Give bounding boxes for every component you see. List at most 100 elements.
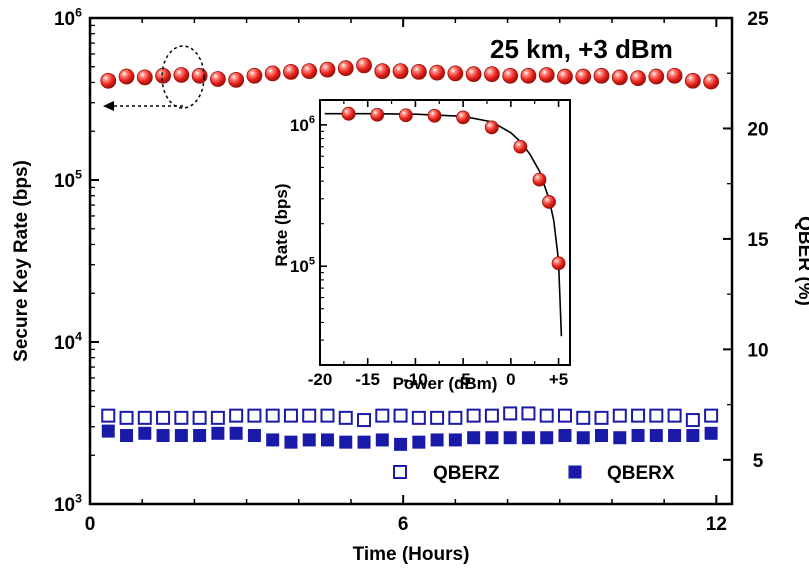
qberz-point: [302, 408, 317, 423]
inset-rate-point: [370, 107, 385, 122]
key-rate-point: [155, 67, 171, 84]
qberx-point: [558, 429, 572, 443]
qberx-point: [229, 426, 243, 440]
qberz-point: [247, 408, 262, 423]
inset-rate-point: [456, 110, 471, 125]
main-marks: [100, 57, 720, 451]
y-left-tick-label: 103: [54, 491, 82, 516]
qberx-point: [613, 431, 627, 445]
qberz-point: [210, 410, 225, 425]
qberx-point: [649, 429, 663, 443]
qberz-point: [192, 410, 207, 425]
qberz-point: [430, 410, 445, 425]
qberz-point: [649, 408, 664, 423]
inset-x-tick-label: 0: [506, 370, 515, 389]
y-left-tick-label: 105: [54, 167, 82, 192]
inset-plot-frame: [319, 99, 571, 366]
qberz-point: [557, 408, 572, 423]
inset-x-axis-title: Power (dBm): [393, 374, 498, 393]
inset-x-tick-label: -15: [355, 370, 380, 389]
key-rate-point: [502, 67, 519, 84]
qberx-point: [448, 433, 462, 447]
qberx-point: [412, 435, 426, 449]
qberx-point: [595, 429, 609, 443]
key-rate-point: [191, 67, 208, 84]
key-rate-point: [410, 63, 427, 80]
qberx-point: [430, 433, 444, 447]
qberz-point: [466, 408, 481, 423]
inset-rate-point: [341, 106, 356, 121]
legend-marker-qberz: [393, 465, 407, 479]
qberz-point: [631, 408, 646, 423]
key-rate-point: [429, 64, 445, 81]
qberx-point: [631, 429, 645, 443]
qberz-point: [667, 408, 682, 423]
inset-rate-point: [551, 256, 566, 271]
key-rate-point: [557, 68, 573, 85]
qberz-point: [411, 410, 426, 425]
inset-y-tick-label: 106: [290, 114, 315, 135]
y-axis-title-right: QBER (%): [794, 216, 809, 306]
qberz-point: [612, 408, 627, 423]
qberz-point: [685, 413, 700, 428]
qberx-point: [284, 435, 298, 449]
y-right-tick-label: 15: [747, 230, 769, 251]
qberx-point: [174, 429, 188, 443]
qberx-point: [101, 424, 115, 438]
qberz-point: [521, 406, 536, 421]
inset-rate-point: [398, 108, 413, 123]
key-rate-point: [118, 68, 135, 85]
qberz-point: [357, 413, 372, 428]
highlight-ellipse: [161, 45, 205, 109]
inset-axes: -20 -15 -10 -5 0 +5 105 106: [290, 100, 568, 389]
legend: QBERZ QBERX: [393, 463, 675, 484]
qberx-point: [156, 429, 170, 443]
inset-rate-point: [513, 139, 528, 154]
inset-rate-point: [427, 108, 442, 123]
key-rate-point: [173, 67, 190, 83]
qberz-point: [576, 410, 591, 425]
key-rate-point: [465, 66, 482, 83]
key-rate-point: [684, 72, 701, 89]
qberz-point: [448, 410, 463, 425]
inset-y-axis-title: Rate (bps): [272, 183, 291, 266]
key-rate-point: [666, 67, 683, 84]
main-plot-frame: [88, 16, 734, 506]
x-tick-label: 0: [85, 514, 96, 535]
y-right-tick-label: 25: [747, 9, 769, 30]
qberx-point: [302, 433, 316, 447]
qberx-point: [193, 429, 207, 443]
key-rate-point: [283, 63, 299, 80]
inset-y-tick-label: 105: [290, 256, 315, 277]
key-rate-point: [447, 65, 464, 82]
key-rate-point: [648, 68, 665, 85]
qberx-point: [211, 426, 225, 440]
key-rate-point: [356, 57, 372, 74]
legend-marker-qberx: [568, 465, 582, 479]
key-rate-point: [484, 66, 500, 83]
qberx-point: [266, 433, 280, 447]
inset-rate-point: [532, 172, 547, 187]
x-axis-title: Time (Hours): [353, 544, 470, 565]
qberx-point: [503, 431, 517, 445]
qberz-point: [594, 410, 609, 425]
x-tick-label: 6: [398, 514, 409, 535]
qberx-point: [357, 435, 371, 449]
qberz-point: [174, 410, 189, 425]
qberx-point: [686, 429, 700, 443]
key-rate-point: [593, 67, 610, 84]
inset-x-tick-label: -20: [308, 370, 333, 389]
qberx-point: [521, 431, 535, 445]
qberx-point: [704, 426, 718, 440]
qberz-point: [393, 408, 408, 423]
qberz-point: [704, 408, 719, 423]
key-rate-point: [209, 71, 226, 87]
qberx-point: [120, 429, 134, 443]
qberz-point: [283, 408, 298, 423]
qberz-point: [229, 408, 244, 423]
inset-rate-point: [484, 120, 499, 135]
y-right-tick-label: 5: [753, 451, 764, 472]
legend-label-qberx: QBERX: [607, 463, 675, 484]
qberx-point: [668, 429, 682, 443]
key-rate-point: [301, 63, 318, 80]
